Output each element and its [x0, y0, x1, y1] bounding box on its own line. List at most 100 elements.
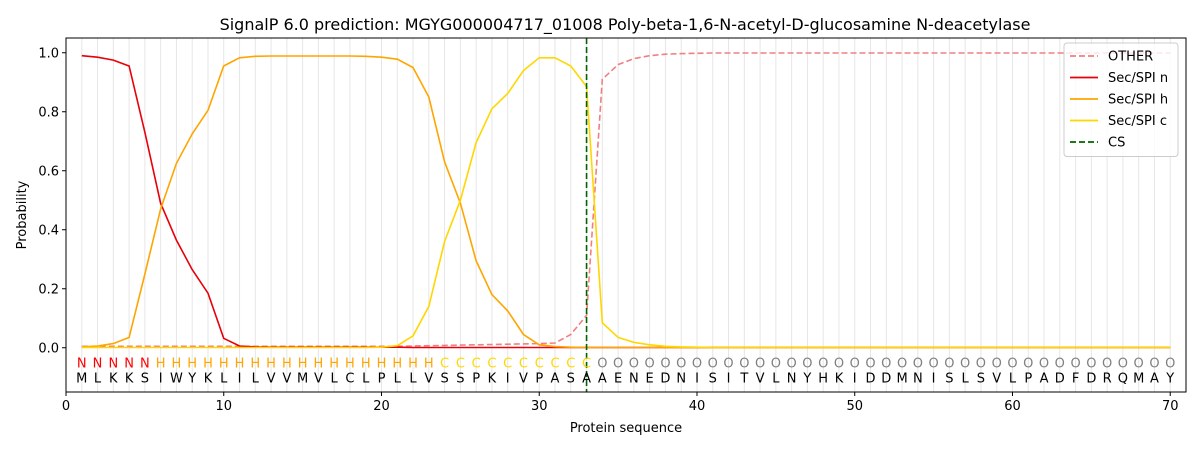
y-axis-label: Probability [15, 180, 30, 249]
y-tick-label: 0.4 [38, 223, 59, 238]
region-label: O [1023, 357, 1033, 372]
region-label: H [156, 357, 166, 372]
region-label: O [1165, 357, 1175, 372]
region-label: O [787, 357, 797, 372]
region-label: H [424, 357, 434, 372]
residue-label: Y [1165, 371, 1174, 386]
region-label: O [865, 357, 875, 372]
region-label: O [771, 357, 781, 372]
region-label: O [818, 357, 828, 372]
residue-label: K [204, 371, 213, 386]
residue-label: S [945, 371, 953, 386]
legend-label: Sec/SPI c [1108, 114, 1167, 129]
region-label: H [377, 357, 387, 372]
region-label: O [1055, 357, 1065, 372]
region-label: H [329, 357, 339, 372]
chart-title: SignalP 6.0 prediction: MGYG000004717_01… [220, 15, 1031, 35]
region-label: O [944, 357, 954, 372]
residue-label: P [378, 371, 386, 386]
region-label: N [124, 357, 134, 372]
residue-label: K [835, 371, 844, 386]
x-tick-label: 30 [531, 399, 548, 414]
region-label: O [708, 357, 718, 372]
region-label: H [361, 357, 371, 372]
residue-label: L [220, 371, 228, 386]
region-label: O [1007, 357, 1017, 372]
region-label: N [108, 357, 118, 372]
x-tick-label: 20 [373, 399, 390, 414]
region-label: N [140, 357, 150, 372]
region-label: H [408, 357, 418, 372]
residue-label: K [125, 371, 134, 386]
region-label: O [660, 357, 670, 372]
legend-label: OTHER [1108, 50, 1153, 65]
residue-label: S [456, 371, 464, 386]
legend-label: CS [1108, 136, 1125, 151]
residue-label: V [424, 371, 433, 386]
residue-label: M [76, 371, 87, 386]
residue-label: S [440, 371, 448, 386]
sequence-residues: MNLNKNKNSNIHWHYHKHLHIHLHVHVHMHVHLHCHLHPH… [76, 357, 1175, 387]
legend-label: Sec/SPI h [1108, 93, 1168, 108]
residue-label: D [881, 371, 891, 386]
residue-label: Y [187, 371, 196, 386]
y-tick-label: 1.0 [38, 46, 59, 61]
residue-label: I [506, 371, 510, 386]
region-label: C [456, 357, 465, 372]
region-label: O [850, 357, 860, 372]
residue-label: L [1009, 371, 1017, 386]
residue-label: I [853, 371, 857, 386]
x-tick-label: 40 [689, 399, 706, 414]
residue-label: V [314, 371, 323, 386]
region-label: O [897, 357, 907, 372]
residue-label: D [1055, 371, 1065, 386]
residue-label: K [488, 371, 497, 386]
region-label: H [345, 357, 355, 372]
x-tick-label: 0 [62, 399, 70, 414]
residue-label: E [614, 371, 622, 386]
region-label: O [613, 357, 623, 372]
region-label: O [802, 357, 812, 372]
region-label: H [298, 357, 308, 372]
region-label: H [187, 357, 197, 372]
y-tick-label: 0.2 [38, 282, 59, 297]
region-label: H [250, 357, 260, 372]
residue-label: M [297, 371, 308, 386]
residue-label: L [772, 371, 780, 386]
residue-label: I [159, 371, 163, 386]
grid-lines [81, 38, 1171, 392]
x-tick-label: 70 [1162, 399, 1179, 414]
residue-label: F [1072, 371, 1079, 386]
y-tick-label: 0.8 [38, 105, 59, 120]
residue-label: V [267, 371, 276, 386]
region-label: O [992, 357, 1002, 372]
residue-label: L [409, 371, 417, 386]
region-label: C [472, 357, 481, 372]
region-label: C [487, 357, 496, 372]
residue-label: Y [802, 371, 811, 386]
region-label: O [1070, 357, 1080, 372]
residue-label: M [896, 371, 907, 386]
residue-label: A [1150, 371, 1159, 386]
series-line-other [81, 52, 1171, 348]
residue-label: L [94, 371, 102, 386]
region-label: O [739, 357, 749, 372]
residue-label: V [519, 371, 528, 386]
residue-label: P [1024, 371, 1032, 386]
y-tick-label: 0.6 [38, 164, 59, 179]
region-label: O [645, 357, 655, 372]
x-axis-label: Protein sequence [570, 421, 682, 436]
x-tick-label: 60 [1004, 399, 1021, 414]
residue-label: S [141, 371, 149, 386]
series-line-sec-spi-n [81, 54, 1171, 349]
region-label: N [77, 357, 87, 372]
x-axis-ticks: 0 10 20 30 40 50 60 70 [62, 392, 1179, 414]
region-label: O [723, 357, 733, 372]
region-label: H [235, 357, 245, 372]
residue-label: I [932, 371, 936, 386]
residue-label: C [345, 371, 354, 386]
residue-label: L [252, 371, 260, 386]
region-label: O [834, 357, 844, 372]
residue-label: E [646, 371, 654, 386]
